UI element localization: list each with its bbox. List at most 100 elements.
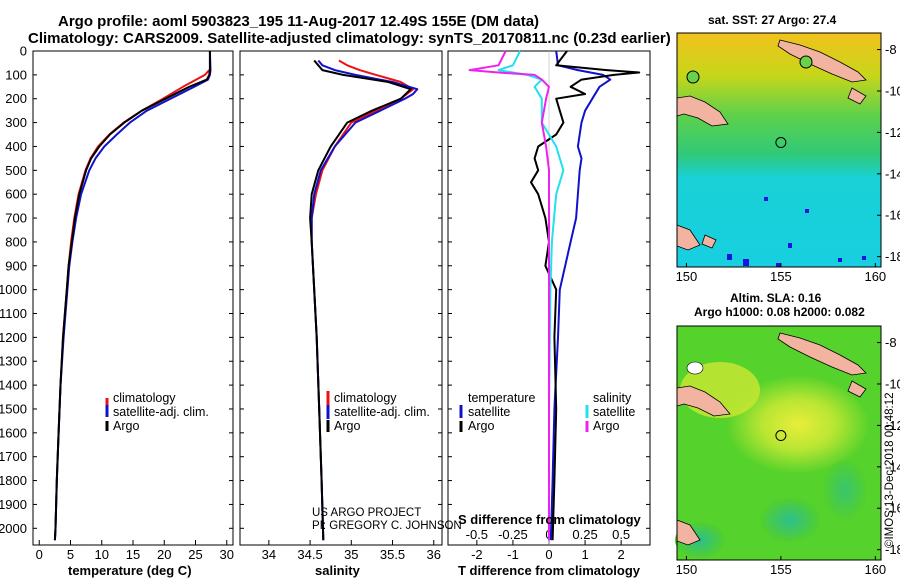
legend-temperature-heading: temperature	[468, 391, 535, 405]
sst-map-title: sat. SST: 27 Argo: 27.4	[708, 13, 837, 27]
lat-tick-label: -14	[885, 166, 900, 181]
lat-tick-label: -18	[885, 542, 900, 557]
sst-map-frame	[676, 32, 882, 268]
sla-land	[676, 332, 867, 546]
salinity-series	[309, 59, 419, 541]
salinity-x-axis: 34 34.5 35 35.5 36	[262, 540, 441, 562]
lat-tick-label: -8	[885, 42, 897, 57]
lon-tick-label: 155	[770, 269, 792, 284]
sst-lon-axis: 150 155 160	[676, 263, 886, 284]
title-line-1: Argo profile: aoml 5903823_195 11-Aug-20…	[58, 13, 539, 30]
legend-s-argo: Argo	[593, 419, 619, 433]
temperature-legend: climatology satellite-adj. clim. Argo	[105, 391, 209, 433]
sst-blue-pixels	[727, 197, 866, 267]
legend-salinity-heading: salinity	[593, 391, 632, 405]
legend-s-satellite: satellite	[593, 405, 635, 419]
sst-island-marker	[799, 55, 813, 69]
lat-tick-label: -16	[885, 208, 900, 223]
difference-series	[468, 50, 641, 545]
x-tick-label: -1	[507, 547, 519, 562]
x-tick-label: 20	[157, 547, 171, 562]
lat-tick-label: -10	[885, 83, 900, 98]
depth-tick-label: 1900	[0, 497, 27, 512]
temperature-series	[53, 50, 212, 541]
x-tick-label: 1	[581, 547, 588, 562]
series-line-climatology	[310, 59, 415, 541]
x-tick-label: 0	[36, 547, 43, 562]
salinity-panel: 34 34.5 35 35.5 36 salinity climatology sate…	[239, 50, 462, 578]
sla-lon-axis: 150 155 160	[676, 556, 886, 577]
credit-project: US ARGO PROJECT	[312, 507, 421, 519]
salinity-plot-frame	[239, 50, 443, 546]
lat-tick-label: -18	[885, 249, 900, 264]
lat-tick-label: -16	[885, 501, 900, 516]
depth-tick-label: 100	[5, 67, 27, 82]
legend-satellite-adj: satellite-adj. clim.	[113, 405, 209, 419]
temperature-difference-axis-label: T difference from climatology	[458, 563, 641, 578]
series-line-temperature-satellite	[549, 50, 612, 541]
depth-axis: 0 100 200 300 400 500 600 700 800 900 1000 1100 1200…	[0, 44, 650, 536]
x-tick-label: 2	[618, 547, 625, 562]
x-tick-label: 0	[545, 547, 552, 562]
x-tick-label: 34	[262, 547, 276, 562]
difference-panel: -2 -1 0 1 2-0.5 -0.25 0 0.25 0.5 S difference fr…	[447, 50, 651, 578]
legend-climatology: climatology	[334, 391, 397, 405]
lat-tick-label: -14	[885, 459, 900, 474]
series-line-satellite-adj-clim-	[53, 50, 212, 541]
lon-tick-label: 160	[864, 269, 886, 284]
temperature-x-axis: 0 5 10 15 20 25 30	[36, 540, 234, 562]
depth-tick-label: 1800	[0, 473, 27, 488]
salinity-legend: climatology satellite-adj. clim. Argo	[326, 391, 430, 433]
lat-tick-label: -12	[885, 418, 900, 433]
x2-tick-label: 0.25	[572, 527, 597, 542]
sla-missing-data-patch	[686, 361, 704, 375]
depth-tick-label: 400	[5, 139, 27, 154]
sst-lat-axis: -8 -10 -12 -14 -16 -18	[877, 42, 900, 264]
sla-map: Altim. SLA: 0.16 Argo h1000: 0.08 h2000:…	[675, 291, 900, 577]
x-tick-label: 30	[220, 547, 234, 562]
salinity-difference-axis-label: S difference from climatology	[458, 512, 642, 527]
depth-tick-label: 900	[5, 258, 27, 273]
x-tick-label: 35.5	[380, 547, 405, 562]
depth-tick-label: 2000	[0, 521, 27, 536]
imos-stamp: ©IMOS 13-Dec-2018 00:48:12	[884, 392, 896, 548]
depth-tick-label: 700	[5, 211, 27, 226]
series-line-satellite-adj-clim-	[310, 59, 419, 541]
x-tick-label: 15	[126, 547, 140, 562]
lon-tick-label: 160	[864, 562, 886, 577]
legend-argo: Argo	[334, 419, 360, 433]
temperature-axis-label: temperature (deg C)	[68, 563, 192, 578]
depth-tick-label: 1600	[0, 425, 27, 440]
x2-tick-label: -0.25	[498, 527, 528, 542]
depth-tick-label: 1100	[0, 306, 27, 321]
x-tick-label: 5	[67, 547, 74, 562]
sla-map-frame	[676, 325, 882, 561]
x-tick-label: -2	[471, 547, 483, 562]
temperature-plot-frame	[32, 50, 234, 546]
depth-tick-label: 0	[20, 44, 27, 59]
lat-tick-label: -10	[885, 376, 900, 391]
sla-low-anomaly	[823, 460, 867, 520]
x-tick-label: 36	[427, 547, 441, 562]
sla-float-position-marker	[775, 430, 787, 442]
sst-island-marker	[686, 70, 700, 84]
legend-t-argo: Argo	[468, 419, 494, 433]
depth-tick-label: 1700	[0, 449, 27, 464]
lon-tick-label: 150	[676, 269, 698, 284]
sst-float-position-marker	[775, 137, 787, 149]
depth-tick-label: 1200	[0, 330, 27, 345]
sst-land	[676, 39, 867, 251]
sla-map-title: Altim. SLA: 0.16	[730, 291, 822, 305]
legend-satellite-adj: satellite-adj. clim.	[334, 405, 430, 419]
legend-t-satellite: satellite	[468, 405, 510, 419]
salinity-axis-label: salinity	[315, 563, 361, 578]
legend-argo: Argo	[113, 419, 139, 433]
lon-tick-label: 150	[676, 562, 698, 577]
depth-tick-label: 1000	[0, 282, 27, 297]
depth-tick-label: 200	[5, 91, 27, 106]
x-tick-label: 25	[188, 547, 202, 562]
depth-tick-label: 600	[5, 187, 27, 202]
lon-tick-label: 155	[770, 562, 792, 577]
x-tick-label: 35	[344, 547, 358, 562]
